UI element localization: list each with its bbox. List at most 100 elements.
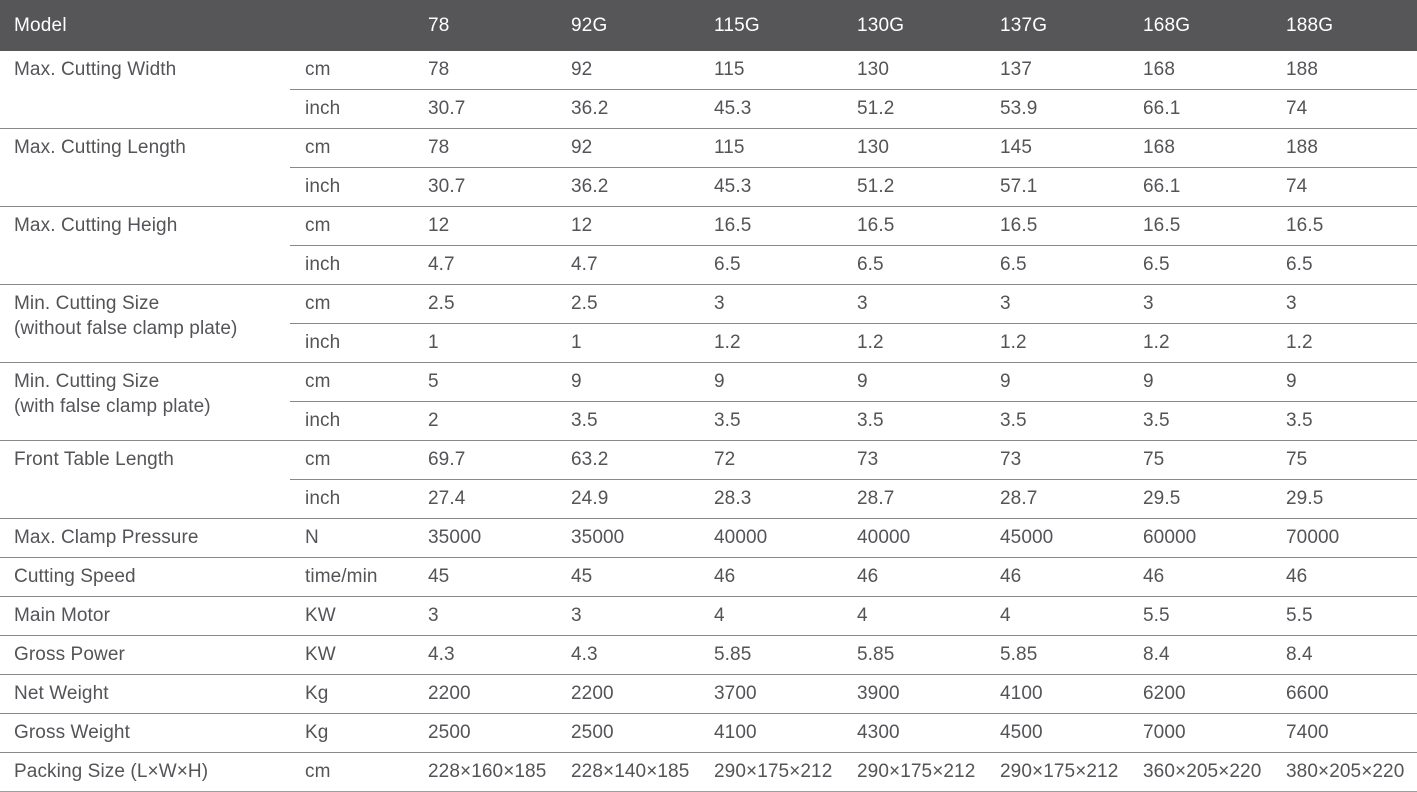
unit-cell: inch bbox=[290, 479, 413, 519]
spec-label: Gross Weight bbox=[14, 722, 130, 743]
value-cell: 8.4 bbox=[1128, 635, 1271, 675]
table-row: Gross Power KW 4.3 4.3 5.85 5.85 5.85 8.4 8.4 bbox=[0, 635, 1417, 675]
spec-label-cell: Max. Clamp Pressure bbox=[0, 518, 290, 558]
spec-label: Max. Clamp Pressure bbox=[14, 527, 199, 548]
table-row: Cutting Speed time/min 45 45 46 46 46 46 46 bbox=[0, 557, 1417, 597]
value-cell: 3700 bbox=[699, 674, 842, 714]
value-cell: 72 bbox=[699, 440, 842, 480]
spec-label: Cutting Speed bbox=[14, 566, 136, 587]
value-cell: 3.5 bbox=[1128, 401, 1271, 441]
unit-cell: inch bbox=[290, 401, 413, 441]
table-row: Max. Clamp Pressure N 35000 35000 40000 40000… bbox=[0, 518, 1417, 558]
value-cell: 9 bbox=[1271, 362, 1417, 402]
value-cell: 2.5 bbox=[556, 284, 699, 324]
value-cell: 57.1 bbox=[985, 167, 1128, 207]
value-cell: 380×205×220 bbox=[1271, 752, 1417, 792]
spec-label-note: (with false clamp plate) bbox=[14, 396, 211, 417]
value-cell: 2200 bbox=[556, 674, 699, 714]
value-cell: 2500 bbox=[413, 713, 556, 753]
value-cell: 5 bbox=[413, 362, 556, 402]
unit-cell: KW bbox=[290, 596, 413, 636]
table-row: Min. Cutting Size (without false clamp pl… bbox=[0, 284, 1417, 363]
value-cell: 5.85 bbox=[699, 635, 842, 675]
spec-label: Max. Cutting Heigh bbox=[14, 215, 178, 236]
unit-cell: cm bbox=[290, 206, 413, 246]
spec-label: Gross Power bbox=[14, 644, 125, 665]
unit-cell: inch bbox=[290, 245, 413, 285]
table-row: Max. Cutting Heigh cm 12 12 16.5 16.5 16.5 16.5… bbox=[0, 206, 1417, 285]
value-cell: 5.85 bbox=[985, 635, 1128, 675]
value-cell: 1 bbox=[556, 323, 699, 363]
value-cell: 46 bbox=[1271, 557, 1417, 597]
header-model-column: 188G bbox=[1271, 0, 1417, 51]
spec-label-cell: Min. Cutting Size (without false clamp pl… bbox=[0, 284, 290, 363]
value-cell: 3 bbox=[1128, 284, 1271, 324]
spec-label-note: (without false clamp plate) bbox=[14, 318, 238, 339]
spec-label-cell: Max. Cutting Width bbox=[0, 51, 290, 129]
value-cell: 7000 bbox=[1128, 713, 1271, 753]
value-cell: 51.2 bbox=[842, 167, 985, 207]
value-cell: 4 bbox=[985, 596, 1128, 636]
spec-table-header: Model 78 92G 115G 130G 137G 168G 188G bbox=[0, 0, 1417, 51]
value-cell: 188 bbox=[1286, 59, 1319, 80]
value-cell: 3.5 bbox=[985, 401, 1128, 441]
value-cell: 3 bbox=[699, 284, 842, 324]
spec-label: Max. Cutting Width bbox=[14, 59, 177, 80]
value-cell: 8.4 bbox=[1271, 635, 1417, 675]
value-cell: 46 bbox=[1128, 557, 1271, 597]
unit-cell: cm bbox=[305, 59, 331, 80]
value-cell: 6.5 bbox=[699, 245, 842, 285]
value-cell: 115 bbox=[714, 59, 745, 80]
value-cell: 5.5 bbox=[1128, 596, 1271, 636]
value-cell: 6.5 bbox=[1128, 245, 1271, 285]
header-model-column: 115G bbox=[699, 0, 842, 51]
value-cell: 12 bbox=[413, 206, 556, 246]
unit-cell: time/min bbox=[290, 557, 413, 597]
header-model-column: 78 bbox=[413, 0, 556, 51]
value-cell: 4500 bbox=[985, 713, 1128, 753]
value-cell: 1.2 bbox=[842, 323, 985, 363]
value-cell: 9 bbox=[985, 362, 1128, 402]
value-cell: 2 bbox=[413, 401, 556, 441]
value-cell: 12 bbox=[556, 206, 699, 246]
value-cell: 35000 bbox=[413, 518, 556, 558]
value-cell: 290×175×212 bbox=[985, 752, 1128, 792]
value-cell: 29.5 bbox=[1271, 479, 1417, 519]
value-cell: 3.5 bbox=[842, 401, 985, 441]
value-cell: 5.5 bbox=[1271, 596, 1417, 636]
value-cell: 4 bbox=[842, 596, 985, 636]
value-cell: 2500 bbox=[556, 713, 699, 753]
value-cell: 75 bbox=[1271, 440, 1417, 480]
header-row: Model 78 92G 115G 130G 137G 168G 188G bbox=[0, 0, 1417, 51]
spec-label-cell: Max. Cutting Length bbox=[0, 128, 290, 207]
unit-cell: cm bbox=[290, 440, 413, 480]
spec-label-cell: Main Motor bbox=[0, 596, 290, 636]
value-cell: 30.7 bbox=[413, 89, 556, 129]
unit-cell: inch bbox=[290, 323, 413, 363]
value-cell: 4.7 bbox=[556, 245, 699, 285]
value-cell: 69.7 bbox=[413, 440, 556, 480]
value-cell: 290×175×212 bbox=[842, 752, 985, 792]
value-cell: 46 bbox=[842, 557, 985, 597]
value-cell: 360×205×220 bbox=[1128, 752, 1271, 792]
unit-cell: inch bbox=[290, 89, 413, 129]
value-cell: 9 bbox=[1128, 362, 1271, 402]
value-cell: 36.2 bbox=[556, 89, 699, 129]
header-model-cell: Model bbox=[0, 0, 290, 51]
value-cell: 9 bbox=[699, 362, 842, 402]
value-cell: 28.7 bbox=[842, 479, 985, 519]
unit-cell: cm bbox=[290, 128, 413, 168]
value-cell: 73 bbox=[985, 440, 1128, 480]
value-cell: 40000 bbox=[699, 518, 842, 558]
value-cell: 1.2 bbox=[699, 323, 842, 363]
value-cell: 45.3 bbox=[699, 89, 842, 129]
value-cell: 16.5 bbox=[1128, 206, 1271, 246]
value-cell: 27.4 bbox=[413, 479, 556, 519]
value-cell: 5.85 bbox=[842, 635, 985, 675]
value-cell: 290×175×212 bbox=[699, 752, 842, 792]
value-cell: 188 bbox=[1271, 128, 1417, 168]
value-cell: 70000 bbox=[1271, 518, 1417, 558]
unit-cell: Kg bbox=[290, 713, 413, 753]
value-cell: 16.5 bbox=[699, 206, 842, 246]
